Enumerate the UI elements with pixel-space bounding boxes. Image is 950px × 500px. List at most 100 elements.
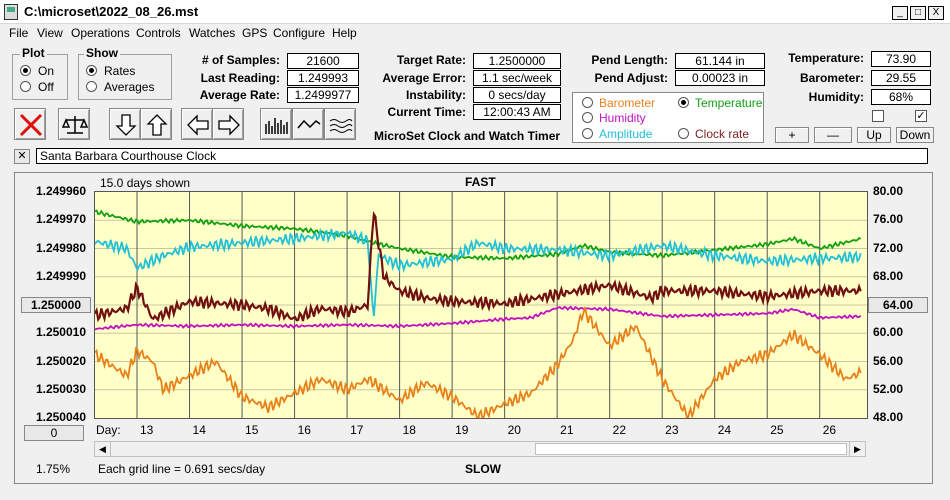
scale-icon <box>62 116 88 134</box>
clock-rate-option-label: Clock rate <box>695 127 750 141</box>
stop-button[interactable] <box>14 108 46 140</box>
target-rate-label: Target Rate: <box>396 53 466 67</box>
average-error-label: Average Error: <box>382 71 466 85</box>
left-axis-tick: 1.249990 <box>35 268 86 283</box>
left-arrow-button[interactable] <box>181 108 213 140</box>
line-graph-icon <box>297 119 321 129</box>
amplitude-radio[interactable] <box>582 128 593 139</box>
amplitude-option-label: Amplitude <box>599 127 653 141</box>
histogram-icon <box>265 118 288 134</box>
current-time-field: 12:00:43 AM <box>473 104 561 120</box>
menu-file[interactable]: File <box>9 26 29 40</box>
left-axis-tick: 1.249970 <box>35 212 86 227</box>
checkbox-2[interactable]: ✓ <box>915 110 927 122</box>
samples-label: # of Samples: <box>201 53 280 67</box>
day-tick: 16 <box>297 423 311 437</box>
days-shown-label: 15.0 days shown <box>100 176 191 190</box>
pend-adjust-label: Pend Adjust: <box>594 71 668 85</box>
series-humidity <box>94 305 862 331</box>
clock-rate-radio[interactable] <box>678 128 689 139</box>
menu-configure[interactable]: Configure <box>273 26 326 40</box>
app-icon[interactable] <box>4 4 18 20</box>
menu-operations[interactable]: Operations <box>71 26 130 40</box>
close-button[interactable]: X <box>928 6 944 20</box>
series-temperature <box>94 209 862 262</box>
current-time-label: Current Time: <box>387 105 466 119</box>
wave-plot-button[interactable] <box>324 108 356 140</box>
left-axis-tick: 1.250030 <box>35 381 86 396</box>
overlay-options-box <box>572 92 764 143</box>
app-caption: MicroSet Clock and Watch Timer <box>374 129 561 143</box>
arrow-left-icon <box>187 114 209 136</box>
left-axis-center-button[interactable]: 1.250000 <box>21 297 91 313</box>
histogram-button[interactable] <box>260 108 292 140</box>
maximize-button[interactable]: □ <box>910 6 926 20</box>
temperature-label: Temperature: <box>788 51 864 65</box>
humidity-label: Humidity: <box>808 90 864 104</box>
day-tick: 17 <box>350 423 364 437</box>
minus-button[interactable]: — <box>814 127 852 143</box>
show-averages-radio[interactable] <box>86 81 97 92</box>
menu-watches[interactable]: Watches <box>189 26 236 40</box>
up-arrow-button[interactable] <box>140 108 172 140</box>
arrow-up-icon <box>146 114 168 136</box>
right-axis-tick: 60.00 <box>873 325 904 340</box>
average-rate-field: 1.2499977 <box>287 87 359 103</box>
temperature-radio[interactable] <box>678 97 689 108</box>
menu-controls[interactable]: Controls <box>136 26 181 40</box>
line-plot-button[interactable] <box>292 108 324 140</box>
menu-gps[interactable]: GPS <box>242 26 268 40</box>
series-clock-rate <box>94 211 862 323</box>
scroll-thumb[interactable] <box>535 443 847 455</box>
balance-button[interactable] <box>58 108 90 140</box>
slow-label: SLOW <box>465 462 501 476</box>
target-rate-field: 1.2500000 <box>473 53 561 69</box>
up-button[interactable]: Up <box>857 127 891 143</box>
right-axis-tick: 80.00 <box>873 184 904 198</box>
menu-help[interactable]: Help <box>332 26 357 40</box>
watch-name-field[interactable]: Santa Barbara Courthouse Clock <box>36 148 928 164</box>
menu-view[interactable]: View <box>37 26 63 40</box>
down-arrow-button[interactable] <box>109 108 141 140</box>
left-axis-tick: 1.249960 <box>35 184 86 198</box>
day-tick: 25 <box>770 423 784 437</box>
day-tick: 26 <box>822 423 837 437</box>
show-rates-radio[interactable] <box>86 65 97 76</box>
checkbox-1[interactable] <box>872 110 884 122</box>
bottom-left-button[interactable]: 0 <box>24 425 84 441</box>
scroll-right-icon[interactable]: ▶ <box>849 442 865 456</box>
pend-length-label: Pend Length: <box>591 53 668 67</box>
right-arrow-button[interactable] <box>212 108 244 140</box>
right-axis-tick: 52.00 <box>873 381 904 396</box>
plus-button[interactable]: + <box>775 127 809 143</box>
plot-off-radio[interactable] <box>20 81 31 92</box>
instability-label: Instability: <box>405 88 466 102</box>
last-reading-label: Last Reading: <box>200 71 280 85</box>
humidity-radio[interactable] <box>582 112 593 123</box>
plot-on-radio[interactable] <box>20 65 31 76</box>
barometer-radio[interactable] <box>582 97 593 108</box>
title-bar: C:\microset\2022_08_26.mst _ □ X <box>0 0 950 24</box>
right-axis-tick: 68.00 <box>873 268 904 283</box>
day-tick: 24 <box>717 423 732 437</box>
menu-bar: File View Operations Controls Watches GP… <box>0 24 950 42</box>
day-tick: 15 <box>245 423 259 437</box>
down-button[interactable]: Down <box>896 127 934 143</box>
left-axis-tick: 1.250020 <box>35 353 86 368</box>
day-tick: 22 <box>612 423 627 437</box>
right-axis-center-button[interactable]: 64.00 <box>868 297 928 313</box>
pend-length-field: 61.144 in <box>675 53 765 69</box>
series-barometer <box>94 306 862 423</box>
show-rates-label: Rates <box>104 64 136 78</box>
clear-watch-button[interactable]: ✕ <box>14 149 30 164</box>
minimize-button[interactable]: _ <box>892 6 908 20</box>
horizontal-scrollbar[interactable]: ◀ ▶ <box>94 441 866 457</box>
grid-note: Each grid line = 0.691 secs/day <box>98 462 266 476</box>
temperature-option-label: Temperature <box>695 96 763 110</box>
scroll-left-icon[interactable]: ◀ <box>95 442 111 456</box>
left-axis-tick: 1.250010 <box>35 325 86 340</box>
humidity-option-label: Humidity <box>599 111 646 125</box>
plot-area[interactable] <box>94 191 868 423</box>
day-tick: 13 <box>140 423 154 437</box>
day-tick: 23 <box>665 423 679 437</box>
